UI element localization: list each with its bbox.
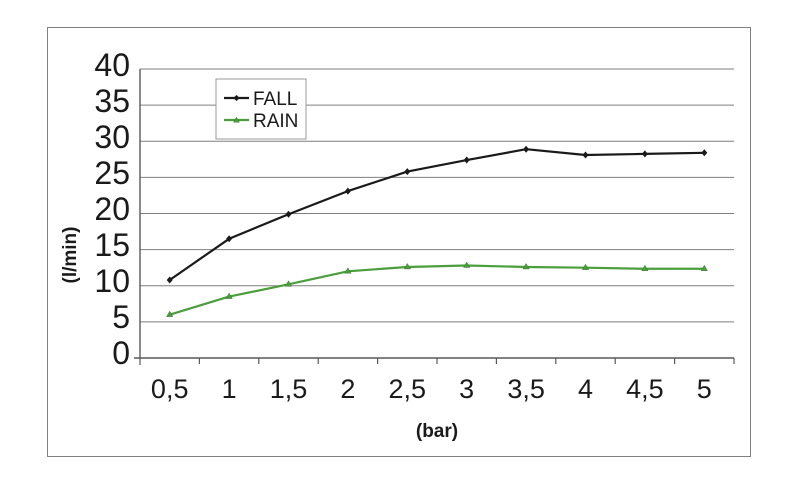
svg-text:30: 30 bbox=[94, 119, 130, 155]
svg-text:20: 20 bbox=[94, 191, 130, 227]
svg-text:(l/min): (l/min) bbox=[60, 227, 81, 284]
svg-text:1,5: 1,5 bbox=[270, 374, 308, 404]
svg-text:25: 25 bbox=[94, 155, 130, 191]
svg-text:5: 5 bbox=[697, 374, 712, 404]
svg-text:FALL: FALL bbox=[253, 89, 297, 110]
svg-text:3,5: 3,5 bbox=[507, 374, 545, 404]
svg-text:0: 0 bbox=[112, 335, 130, 371]
svg-text:0,5: 0,5 bbox=[151, 374, 189, 404]
svg-text:1: 1 bbox=[222, 374, 237, 404]
svg-text:3: 3 bbox=[459, 374, 474, 404]
svg-text:15: 15 bbox=[94, 227, 130, 263]
svg-text:2: 2 bbox=[340, 374, 355, 404]
svg-text:10: 10 bbox=[94, 263, 130, 299]
svg-text:40: 40 bbox=[94, 47, 130, 83]
svg-text:RAIN: RAIN bbox=[253, 111, 298, 132]
svg-text:2,5: 2,5 bbox=[389, 374, 427, 404]
svg-text:5: 5 bbox=[112, 299, 130, 335]
svg-text:4,5: 4,5 bbox=[626, 374, 664, 404]
svg-text:35: 35 bbox=[94, 83, 130, 119]
svg-text:(bar): (bar) bbox=[416, 421, 458, 442]
svg-text:4: 4 bbox=[578, 374, 593, 404]
